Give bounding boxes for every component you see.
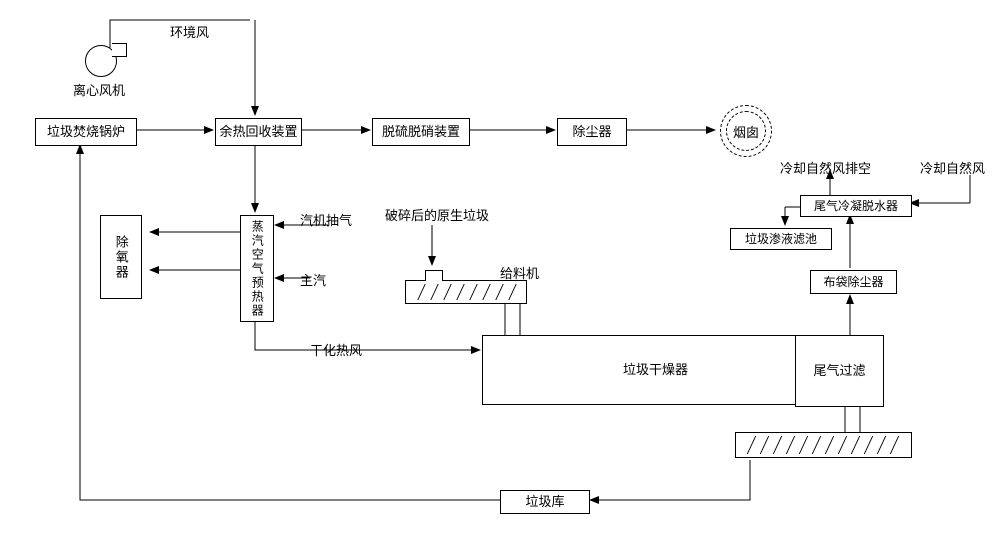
centrifugal-fan-label: 离心风机: [73, 80, 125, 99]
desulfur-box: 脱硫脱硝装置: [372, 118, 470, 146]
dust-collector-box: 除尘器: [557, 118, 627, 146]
cool-natural-label: 冷却自然风: [920, 158, 985, 177]
bag-filter-text: 布袋除尘器: [823, 275, 883, 289]
waste-storage-box: 垃圾库: [500, 490, 590, 514]
bag-filter-box: 布袋除尘器: [810, 270, 897, 294]
tail-dehydrator-text: 尾气冷凝脱水器: [814, 199, 898, 213]
drying-air-label: 干化热风: [310, 340, 362, 359]
chimney-text: 烟囱: [733, 122, 759, 141]
heat-recovery-box: 余热回收装置: [215, 118, 302, 146]
incinerator-text: 垃圾焚烧锅炉: [47, 124, 125, 140]
desulfur-text: 脱硫脱硝装置: [382, 124, 460, 140]
heat-recovery-text: 余热回收装置: [219, 124, 297, 140]
deaerator-box: 除氧器: [100, 215, 142, 299]
feeder-screw: [405, 280, 527, 304]
deaerator-text: 除氧器: [113, 235, 129, 280]
lower-screw: [735, 432, 912, 458]
turbine-steam-label: 汽机抽气: [300, 210, 352, 229]
leachate-pond-box: 垃圾渗液滤池: [730, 228, 832, 250]
dust-collector-text: 除尘器: [572, 124, 611, 140]
leachate-pond-text: 垃圾渗液滤池: [745, 232, 817, 246]
centrifugal-fan-nozzle: [112, 43, 127, 57]
raw-waste-label: 破碎后的原生垃圾: [385, 205, 489, 224]
tail-filter-box: 尾气过滤: [795, 335, 884, 407]
incinerator-box: 垃圾焚烧锅炉: [35, 118, 137, 146]
tail-filter-text: 尾气过滤: [813, 363, 865, 379]
steam-preheater-box: 蒸汽空气预热器: [240, 215, 274, 322]
main-steam-label: 主汽: [300, 270, 326, 289]
feeder-inlet: [425, 270, 443, 281]
steam-preheater-text: 蒸汽空气预热器: [250, 220, 264, 318]
waste-storage-text: 垃圾库: [525, 494, 564, 510]
chimney-icon: 烟囱: [720, 105, 772, 157]
cool-exhaust-label: 冷却自然风排空: [780, 158, 871, 177]
dryer-text: 垃圾干燥器: [623, 362, 688, 378]
env-wind-label: 环境风: [170, 22, 209, 41]
tail-dehydrator-box: 尾气冷凝脱水器: [800, 195, 912, 217]
